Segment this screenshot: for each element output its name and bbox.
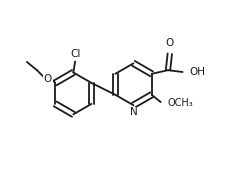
Text: OCH₃: OCH₃ — [167, 98, 193, 108]
Text: Cl: Cl — [71, 49, 81, 59]
Text: O: O — [166, 38, 174, 48]
Text: OH: OH — [190, 67, 206, 77]
Text: N: N — [130, 107, 137, 117]
Text: O: O — [44, 74, 52, 84]
